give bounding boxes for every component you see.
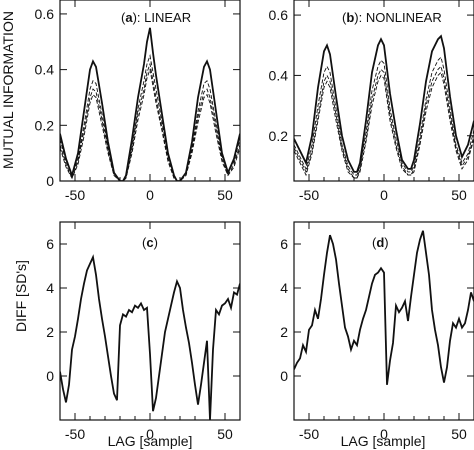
x-axis-title-right: LAG [sample] bbox=[341, 433, 426, 449]
x-tick-label: -50 bbox=[299, 187, 319, 203]
y-tick-label: 6 bbox=[46, 236, 54, 252]
series-line bbox=[294, 34, 474, 173]
panel-d-diff: -50 0 50 0 2 4 6 (d) bbox=[280, 221, 474, 442]
x-tick-label: 50 bbox=[451, 187, 467, 203]
y-tick-label: 0 bbox=[46, 368, 54, 384]
x-tick-label: 0 bbox=[380, 426, 388, 442]
plot-frame bbox=[293, 221, 474, 421]
panel-label: (a): LINEAR bbox=[121, 10, 191, 25]
series-group bbox=[294, 230, 474, 385]
x-tick-label: 0 bbox=[380, 187, 388, 203]
panel-label: (c) bbox=[142, 235, 158, 250]
series-line bbox=[60, 67, 240, 181]
y-tick-label: 0.4 bbox=[35, 62, 55, 78]
series-line bbox=[60, 53, 240, 181]
series-group bbox=[60, 27, 240, 181]
x-tick-label: 50 bbox=[451, 426, 467, 442]
y-tick-label: 4 bbox=[46, 280, 54, 296]
y-axis-title-top: MUTUAL INFORMATION bbox=[0, 11, 16, 169]
x-tick-label: 0 bbox=[146, 187, 154, 203]
series-line bbox=[60, 27, 240, 181]
y-tick-label: 4 bbox=[280, 280, 288, 296]
x-tick-label: -50 bbox=[299, 426, 319, 442]
series-line bbox=[294, 230, 474, 385]
y-tick-label: 0.2 bbox=[269, 128, 289, 144]
y-tick-label: 2 bbox=[280, 324, 288, 340]
series-group bbox=[294, 34, 474, 179]
y-tick-label: 0.6 bbox=[35, 6, 55, 22]
y-tick-label: 0.4 bbox=[269, 67, 289, 83]
panel-b-nonlinear: -50 0 50 0.2 0.4 0.6 (b): NONLINEAR bbox=[269, 0, 474, 203]
y-tick-label: 6 bbox=[280, 236, 288, 252]
x-tick-label: 50 bbox=[217, 187, 233, 203]
panel-a-linear: -50 0 50 0 0.2 0.4 0.6 (a): LINEAR bbox=[35, 0, 241, 203]
y-axis-title-bottom: DIFF [SD's] bbox=[13, 260, 29, 332]
x-tick-label: -50 bbox=[65, 187, 85, 203]
series-line bbox=[60, 254, 240, 420]
series-line bbox=[294, 65, 474, 179]
y-tick-label: 0.6 bbox=[269, 7, 289, 23]
y-tick-label: 0 bbox=[280, 368, 288, 384]
x-tick-label: 50 bbox=[217, 426, 233, 442]
y-tick-label: 2 bbox=[46, 324, 54, 340]
panel-label: (b): NONLINEAR bbox=[342, 10, 442, 25]
x-axis-title-left: LAG [sample] bbox=[108, 433, 193, 449]
panel-c-diff: -50 0 50 0 2 4 6 (c) bbox=[46, 221, 241, 442]
x-tick-label: 0 bbox=[146, 426, 154, 442]
series-line bbox=[60, 62, 240, 181]
series-line bbox=[294, 56, 474, 176]
y-tick-label: 0 bbox=[46, 173, 54, 189]
series-line bbox=[294, 71, 474, 179]
y-tick-label: 0.2 bbox=[35, 117, 55, 133]
x-tick-label: -50 bbox=[65, 426, 85, 442]
plot-frame bbox=[59, 221, 241, 421]
panel-label: (d) bbox=[372, 235, 389, 250]
series-group bbox=[60, 254, 240, 420]
